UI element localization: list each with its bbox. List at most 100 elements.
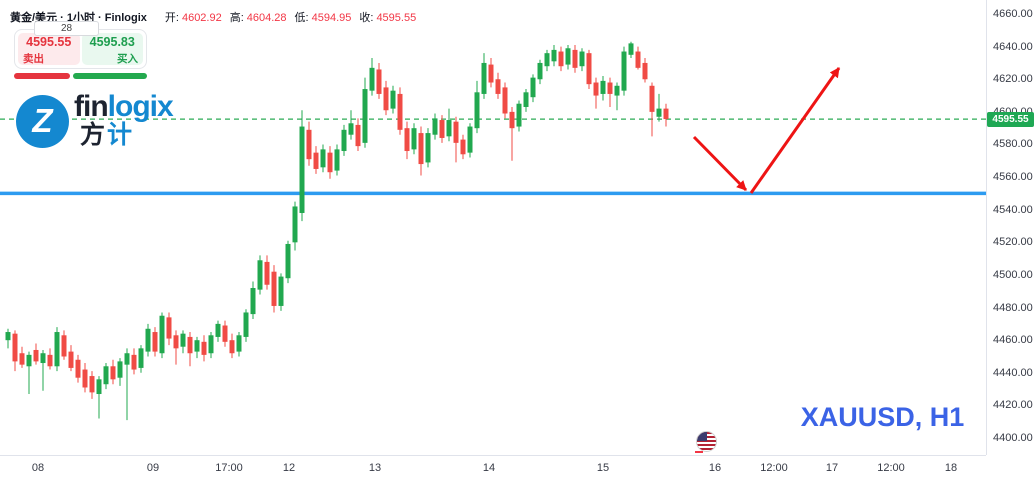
time-tick-label: 15 [596,462,610,474]
price-tick-label: 4580.00 [993,138,1033,151]
candle-body [593,82,599,96]
candle-body [488,64,494,83]
candle-body [152,332,158,352]
candle-body [75,359,81,378]
candle-body [635,51,641,68]
candle-body [201,341,207,355]
price-tick-label: 4620.00 [993,73,1033,86]
candle-body [544,53,550,67]
candle-body [243,312,249,337]
price-axis[interactable]: 4660.004640.004620.004600.004580.004560.… [986,0,1035,455]
price-tick-label: 4480.00 [993,301,1033,314]
finlogix-logo-chinese: 方计 [80,115,134,151]
sell-button[interactable]: 4595.55 卖出 [18,33,80,65]
candle-body [103,366,109,385]
candle-body [26,354,32,367]
trend-arrows-drawing[interactable] [692,67,841,194]
candle-body [299,126,305,213]
time-tick-label: 17:00 [215,462,243,474]
candle-body [376,69,382,94]
candle-body [61,335,67,357]
candle-body [187,336,193,354]
chart-canvas[interactable] [0,0,986,455]
buy-depth-segment [72,73,147,79]
buy-label: 买入 [117,53,138,65]
candle-body [523,92,529,107]
candle-body [54,332,60,367]
spread-value: 28 [34,21,99,36]
candle-body [439,120,445,138]
candle-body [432,118,438,135]
candle-body [355,124,361,147]
candle-body [180,333,186,347]
candle-body [5,332,11,341]
candle-body [19,353,25,365]
candle-body [572,49,578,68]
price-tick-label: 4400.00 [993,432,1033,445]
price-tick-label: 4520.00 [993,236,1033,249]
price-tick-label: 4560.00 [993,171,1033,184]
candle-body [348,123,354,135]
candle-body [124,353,130,365]
candle-body [411,128,417,150]
time-tick-label: 13 [368,462,382,474]
candle-body [425,133,431,163]
down-arrow[interactable] [692,135,748,192]
candle-body [362,89,368,143]
candlesticks [5,41,669,421]
open-label: 开: [164,12,179,24]
candle-body [313,152,319,169]
symbol-watermark: XAUUSD, H1 [800,402,965,432]
candle-body [236,335,242,352]
candle-body [194,340,200,352]
candle-body [250,288,256,315]
candle-body [173,335,179,349]
low-value: 4594.95 [311,12,352,24]
candle-body [509,111,515,129]
candle-body [390,90,396,109]
candle-body [642,62,648,80]
time-tick-label: 16 [708,462,722,474]
close-label: 收: [359,12,374,24]
candle-body [537,62,543,80]
sell-depth-segment [14,73,70,79]
low-label: 低: [294,12,309,24]
candle-body [551,49,557,62]
price-tick-label: 4660.00 [993,8,1033,21]
candle-body [656,108,662,117]
finlogix-logo-mark-icon: Z [16,95,69,148]
up-arrow[interactable] [749,67,841,194]
candle-body [131,354,137,370]
candle-body [96,379,102,395]
time-tick-label: 12 [282,462,296,474]
candle-body [229,340,235,354]
time-tick-label: 18 [944,462,958,474]
buy-button[interactable]: 4595.83 买入 [81,33,143,65]
candle-body [586,53,592,85]
logo-text-logix: logix [107,90,174,123]
event-importance-marker [695,451,703,453]
logo-cn-blue: 计 [107,121,135,149]
candle-body [320,149,326,168]
candle-body [481,62,487,94]
candle-body [614,85,620,96]
candle-body [341,129,347,152]
price-tick-label: 4540.00 [993,203,1033,216]
current-price-label: 4595.55 [987,111,1034,127]
candle-body [40,353,46,364]
price-tick-label: 4460.00 [993,334,1033,347]
candle-body [264,261,270,285]
candle-body [257,260,263,290]
sell-price: 4595.55 [26,35,72,49]
buy-price: 4595.83 [89,35,135,49]
candle-body [369,67,375,91]
candle-body [82,369,88,388]
candle-body [558,51,564,67]
candle-body [530,77,536,98]
candle-body [453,121,459,143]
candle-body [607,82,613,94]
high-value: 4604.28 [246,12,287,24]
candle-body [222,325,228,342]
time-axis[interactable]: 08 09 17:00 12 13 14 15 16 12:00 17 12:00 18 [0,456,1035,486]
us-flag-event-icon[interactable] [696,431,717,452]
